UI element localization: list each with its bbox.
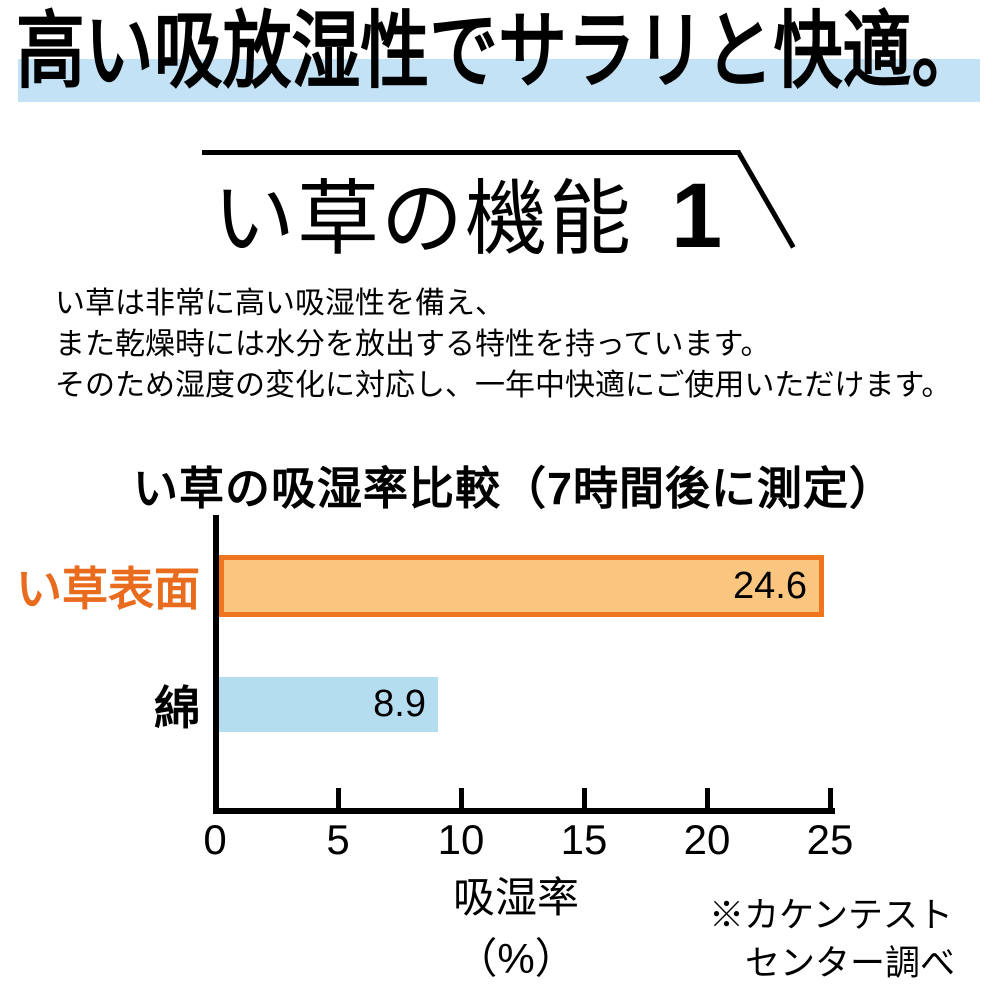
x-axis-title: 吸湿率（%） — [452, 874, 579, 982]
x-axis-tick-5 — [336, 788, 341, 810]
y-axis-line — [213, 515, 219, 814]
description-text: い草は非常に高い吸湿性を備え、 また乾燥時には水分を放出する特性を持っています。… — [55, 283, 951, 406]
x-axis-tick-label-0: 0 — [203, 816, 227, 863]
description-line-3: そのため湿度の変化に対応し、一年中快適にご使用いただけます。 — [55, 369, 952, 402]
header-highlight-band — [18, 59, 980, 102]
category-label-1: 綿 — [154, 681, 200, 734]
section-title-text: い草の機能 — [213, 174, 634, 265]
x-axis-tick-10 — [459, 788, 464, 810]
section-number: 1 — [671, 165, 725, 267]
section-title: い草の機能 1 — [213, 168, 724, 268]
description-line-1: い草は非常に高い吸湿性を備え、 — [55, 287, 505, 320]
source-note-line-2: センター調べ — [745, 944, 956, 983]
chart-title: い草の吸湿率比較（7時間後に測定） — [133, 463, 896, 514]
x-axis-line — [213, 808, 835, 814]
x-axis-tick-label-20: 20 — [683, 816, 731, 863]
page-title: 高い吸放湿性でサラリと快適。 — [16, 4, 981, 98]
x-axis-tick-20 — [705, 788, 710, 810]
bar-0: 24.6 — [219, 555, 824, 617]
x-axis-tick-25 — [828, 788, 833, 810]
source-note: ※カケンテスト センター調べ — [709, 892, 955, 988]
source-note-line-1: ※カケンテスト — [709, 896, 953, 935]
title-rule-horizontal — [202, 150, 740, 155]
bar-value-label-1: 8.9 — [373, 683, 426, 725]
bar-1: 8.9 — [219, 677, 438, 732]
description-line-2: また乾燥時には水分を放出する特性を持っています。 — [55, 328, 771, 361]
x-axis-tick-label-5: 5 — [326, 816, 350, 863]
x-axis-tick-label-10: 10 — [437, 816, 485, 863]
x-axis-tick-0 — [213, 788, 218, 810]
x-axis-tick-label-15: 15 — [560, 816, 608, 863]
x-axis-tick-label-25: 25 — [806, 816, 854, 863]
x-axis-tick-15 — [582, 788, 587, 810]
category-label-0: い草表面 — [16, 563, 200, 615]
bar-value-label-0: 24.6 — [733, 564, 807, 607]
